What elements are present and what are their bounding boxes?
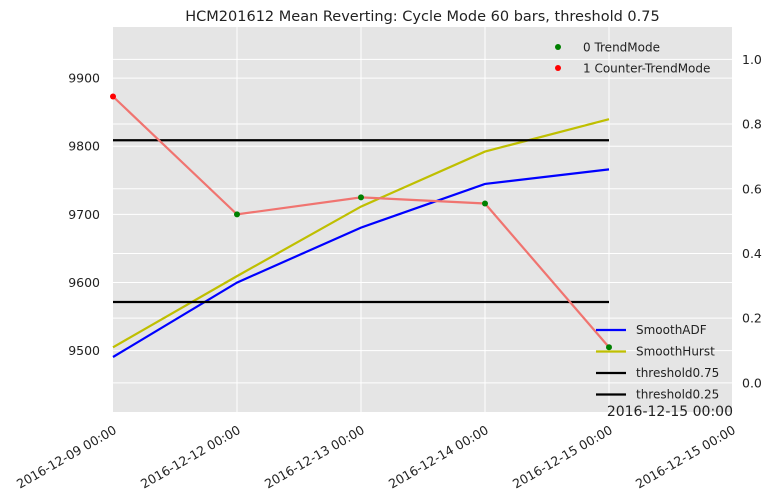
mode-legend-label: 1 Counter-TrendMode — [583, 62, 710, 76]
mode-legend-marker — [555, 65, 561, 71]
right-tick-label: 0.2 — [742, 311, 762, 326]
right-tick-label: 0.4 — [742, 246, 762, 261]
chart-title: HCM201612 Mean Reverting: Cycle Mode 60 … — [185, 9, 659, 25]
line-legend-label: threshold0.75 — [636, 366, 719, 380]
price-point — [482, 200, 488, 207]
right-tick-label: 1.0 — [742, 52, 762, 67]
x-tick-label: 2016-12-13 00:00 — [262, 422, 367, 491]
left-tick-label: 9500 — [68, 343, 100, 358]
line-legend: SmoothADF SmoothHurst threshold0.75 thresho… — [596, 323, 719, 402]
x-axis-ticks: 2016-12-09 00:00 2016-12-12 00:00 2016-12-… — [14, 422, 738, 491]
x-tick-label: 2016-12-15 00:00 — [510, 422, 615, 491]
left-tick-label: 9900 — [68, 71, 100, 86]
right-axis-ticks: 0.0 0.2 0.4 0.6 0.8 1.0 — [742, 52, 762, 391]
x-tick-label: 2016-12-14 00:00 — [386, 422, 491, 491]
left-axis-ticks: 9500 9600 9700 9800 9900 — [68, 71, 100, 359]
plot-background — [113, 27, 732, 412]
mode-legend-marker — [555, 44, 561, 50]
mode-legend: 0 TrendMode 1 Counter-TrendMode — [555, 41, 710, 76]
left-tick-label: 9800 — [68, 139, 100, 154]
line-legend-label: threshold0.25 — [636, 388, 719, 402]
right-tick-label: 0.0 — [742, 375, 762, 390]
mode-legend-label: 0 TrendMode — [583, 41, 660, 55]
x-tick-label: 2016-12-09 00:00 — [14, 422, 119, 491]
price-layer — [110, 93, 612, 351]
price-point — [606, 344, 612, 351]
line-legend-label: SmoothADF — [636, 323, 707, 337]
price-point — [234, 211, 240, 218]
left-tick-label: 9600 — [68, 275, 100, 290]
series-line-smoothadf — [112, 168, 610, 358]
series-layer — [112, 118, 610, 358]
right-tick-label: 0.8 — [742, 117, 762, 132]
price-point — [110, 93, 116, 100]
price-point — [358, 194, 364, 201]
corner-date-label: 2016-12-15 00:00 — [607, 404, 733, 420]
left-tick-label: 9700 — [68, 207, 100, 222]
line-legend-label: SmoothHurst — [636, 345, 715, 359]
right-tick-label: 0.6 — [742, 181, 762, 196]
x-tick-label: 2016-12-12 00:00 — [138, 422, 243, 491]
x-tick-label: 2016-12-15 00:00 — [633, 422, 738, 491]
grid — [113, 27, 732, 412]
